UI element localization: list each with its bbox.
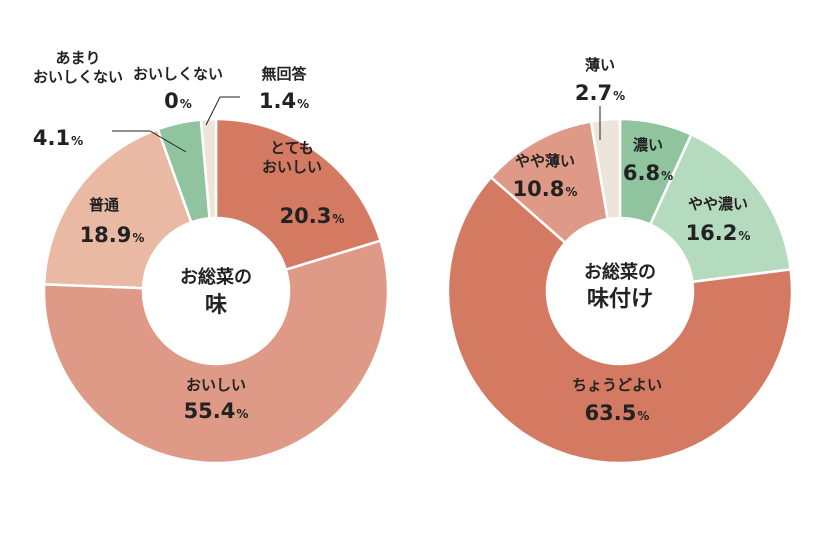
- slice-label-1-5: おいしくない: [133, 65, 223, 83]
- donut-chart-2: 濃い 6.8% やや濃い 16.2% ちょうどよい 63.5% やや薄い 10.8% 薄い 2.7…: [446, 56, 794, 465]
- slice-value-2-5: 2.7%: [575, 81, 625, 105]
- chart-center-title-1: 味: [205, 293, 227, 318]
- slice-label-1-1: おいしい: [262, 158, 322, 176]
- slice-label-1-3: 普通: [89, 196, 119, 214]
- slice-2-3: [446, 175, 794, 465]
- slice-label-1-4: おいしくない: [33, 68, 123, 86]
- slice-1-6: [199, 117, 218, 220]
- slice-label-2-3: ちょうどよい: [572, 376, 662, 394]
- leader-line-1-4: [112, 130, 187, 153]
- slice-label-2-4: やや薄い: [515, 152, 575, 170]
- slice-value-1-2: 55.4%: [184, 399, 249, 423]
- donut-chart-1: とてもおいしい20.3%おいしい55.4%普通18.9%あまりおいしくない4.1…: [33, 49, 390, 465]
- slice-value-1-5: 0%: [164, 89, 192, 113]
- slice-label-1-4: あまり: [55, 49, 100, 67]
- slice-label-1-1: とても: [270, 139, 314, 157]
- slice-value-2-2: 16.2%: [686, 221, 751, 245]
- slice-value-2-1: 6.8%: [623, 161, 673, 185]
- slice-value-1-3: 18.9%: [80, 223, 145, 247]
- slice-label-1-2: おいしい: [186, 376, 246, 394]
- slice-1-2: [42, 239, 390, 465]
- chart-center-title-1: お総菜の: [180, 266, 252, 288]
- leader-line-1-6: [205, 96, 240, 126]
- slice-label-2-5: 薄い: [585, 56, 615, 74]
- slice-value-2-4: 10.8%: [513, 177, 578, 201]
- slice-1-3: [42, 127, 193, 290]
- slice-label-2-2: やや濃い: [688, 195, 748, 213]
- slice-value-1-1: 20.3%: [280, 204, 345, 228]
- slice-value-1-6: 1.4%: [259, 89, 309, 113]
- slice-2-2: [648, 132, 793, 284]
- chart-center-title-2: 味付け: [587, 287, 653, 312]
- slice-2-5: [589, 117, 622, 221]
- slice-value-2-3: 63.5%: [585, 401, 650, 425]
- chart-center-title-2: お総菜の: [584, 261, 656, 283]
- slice-value-1-4: 4.1%: [33, 126, 83, 150]
- slice-label-2-1: 濃い: [633, 136, 663, 154]
- slice-1-1: [214, 117, 383, 272]
- slice-label-1-6: 無回答: [261, 65, 307, 83]
